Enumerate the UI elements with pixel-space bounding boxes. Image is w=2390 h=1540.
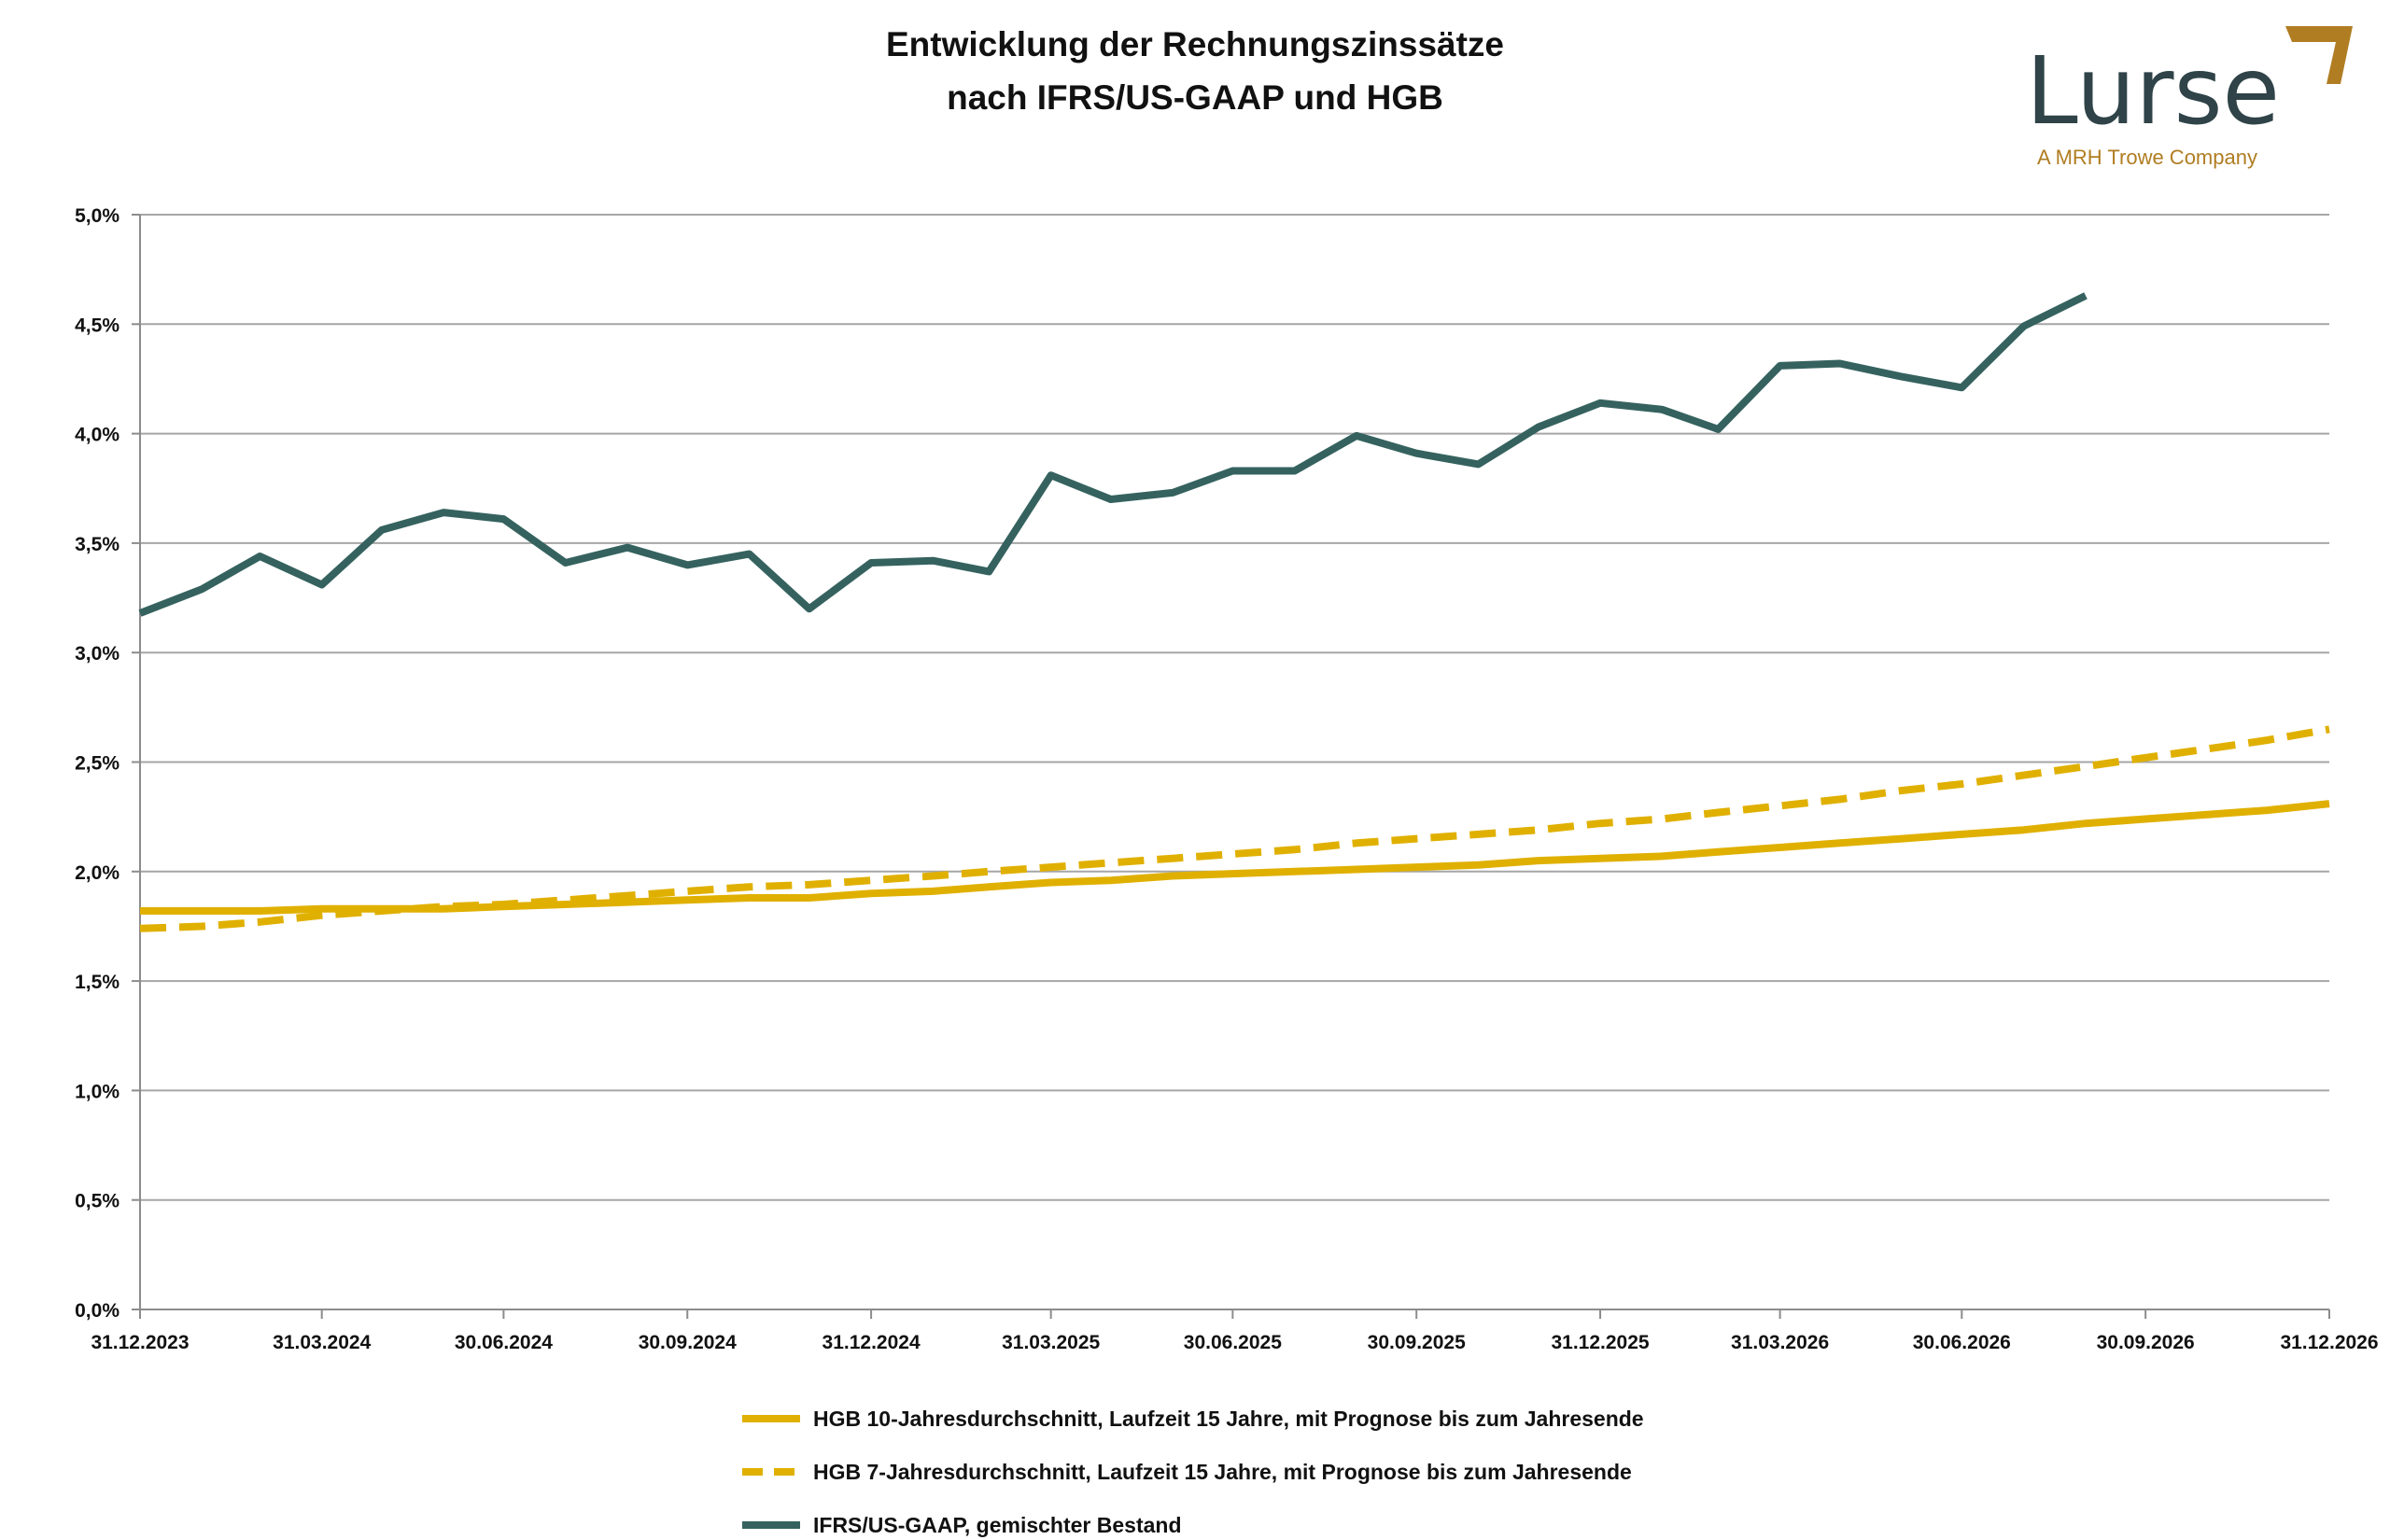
y-tick-label: 4,0% bbox=[75, 425, 120, 446]
x-tick-label: 31.12.2025 bbox=[1551, 1332, 1649, 1353]
series-lines bbox=[138, 292, 2330, 932]
x-tick-label: 31.03.2024 bbox=[273, 1332, 371, 1353]
x-tick-label: 30.09.2024 bbox=[639, 1332, 737, 1353]
legend-label-1: HGB 10-Jahresdurchschnitt, Laufzeit 15 J… bbox=[813, 1407, 1644, 1431]
x-tick-label: 31.03.2026 bbox=[1731, 1332, 1829, 1353]
y-tick-label: 5,0% bbox=[75, 205, 120, 227]
y-tick-label: 3,5% bbox=[75, 534, 120, 555]
logo-wordmark: Lurse bbox=[2026, 36, 2280, 146]
x-tick-label: 31.12.2024 bbox=[822, 1332, 921, 1353]
x-tick-label: 31.12.2023 bbox=[91, 1332, 189, 1353]
y-tick-label: 0,5% bbox=[75, 1191, 120, 1212]
x-tick-label: 31.12.2026 bbox=[2280, 1332, 2378, 1353]
y-tick-label: 0,0% bbox=[75, 1300, 120, 1322]
x-tick-label: 30.09.2026 bbox=[2097, 1332, 2195, 1353]
gridlines bbox=[140, 214, 2329, 1201]
series-line-3 bbox=[138, 292, 2088, 617]
x-tick-label: 31.03.2025 bbox=[1002, 1332, 1100, 1353]
logo-tagline: A MRH Trowe Company bbox=[2037, 146, 2257, 169]
x-tick-label: 30.09.2025 bbox=[1368, 1332, 1466, 1353]
x-tick-label: 30.06.2026 bbox=[1913, 1332, 2011, 1353]
y-tick-label: 2,5% bbox=[75, 753, 120, 775]
y-tick-labels: 0,0% 0,5% 1,0% 1,5% 2,0% 2,5% 3,0% 3,5% 4,0% 4,5%… bbox=[75, 205, 120, 1322]
logo-mark-icon bbox=[2285, 26, 2353, 84]
axes bbox=[132, 214, 2330, 1319]
x-tick-label: 30.06.2024 bbox=[455, 1332, 553, 1353]
legend-label-3: IFRS/US-GAAP, gemischter Bestand bbox=[813, 1513, 1182, 1537]
y-tick-label: 1,0% bbox=[75, 1081, 120, 1102]
y-tick-label: 2,0% bbox=[75, 862, 120, 884]
series-line-1 bbox=[140, 800, 2330, 915]
series-line-2 bbox=[139, 725, 2330, 932]
y-tick-label: 4,5% bbox=[75, 315, 120, 336]
x-tick-labels: 31.12.2023 31.03.2024 30.06.2024 30.09.2024… bbox=[91, 1332, 2378, 1353]
chart-title-line-1: Entwicklung der Rechnungszinssätze bbox=[886, 25, 1504, 63]
legend: HGB 10-Jahresdurchschnitt, Laufzeit 15 J… bbox=[742, 1407, 1644, 1537]
y-tick-label: 3,0% bbox=[75, 643, 120, 665]
chart-title-line-2: nach IFRS/US-GAAP und HGB bbox=[947, 78, 1443, 117]
legend-label-2: HGB 7-Jahresdurchschnitt, Laufzeit 15 Ja… bbox=[813, 1460, 1632, 1484]
x-tick-label: 30.06.2025 bbox=[1184, 1332, 1282, 1353]
y-tick-label: 1,5% bbox=[75, 972, 120, 993]
brand-logo: Lurse A MRH Trowe Company bbox=[2026, 26, 2353, 169]
